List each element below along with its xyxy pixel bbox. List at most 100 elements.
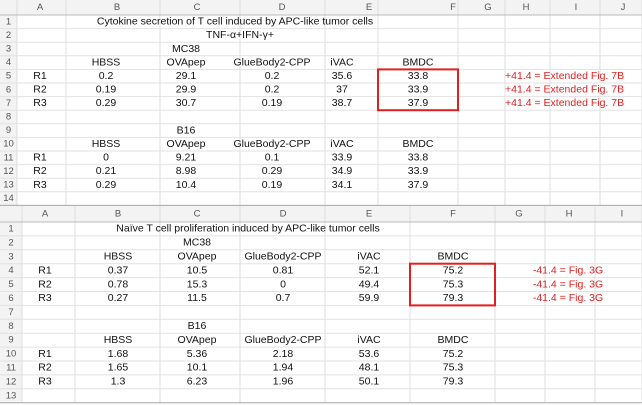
- cell-text[interactable]: 9.21: [176, 152, 197, 164]
- column-header[interactable]: G: [515, 209, 522, 220]
- cell-text[interactable]: 0.27: [108, 292, 129, 304]
- cell-text[interactable]: 1.65: [108, 362, 129, 374]
- cell-text[interactable]: 1.68: [108, 348, 129, 360]
- cell-text[interactable]: HBSS: [104, 251, 133, 263]
- cell-text[interactable]: R3: [38, 376, 52, 388]
- cell-text[interactable]: R3: [38, 292, 52, 304]
- cell-text[interactable]: 59.9: [359, 292, 380, 304]
- cell-text[interactable]: R2: [33, 165, 47, 177]
- cell-text[interactable]: 11.5: [187, 292, 207, 304]
- row-header[interactable]: 7: [6, 98, 11, 109]
- cell-text[interactable]: BMDC: [438, 251, 469, 263]
- row-header[interactable]: 1: [6, 16, 11, 27]
- cell-text[interactable]: 0.29: [96, 179, 117, 191]
- row-header[interactable]: 3: [8, 251, 13, 262]
- cell-text[interactable]: 15.3: [187, 278, 208, 290]
- row-header[interactable]: 1: [8, 223, 13, 234]
- cell-text[interactable]: B16: [188, 320, 207, 332]
- column-header[interactable]: E: [366, 2, 372, 13]
- cell-text[interactable]: 29.1: [176, 70, 197, 82]
- row-header[interactable]: 2: [6, 30, 11, 41]
- cell-text[interactable]: R1: [38, 348, 52, 360]
- cell-text[interactable]: 33.9: [408, 165, 429, 177]
- column-header[interactable]: D: [280, 209, 287, 220]
- row-header[interactable]: 4: [6, 57, 11, 68]
- row-header[interactable]: 12: [6, 376, 17, 387]
- cell-text[interactable]: 50.1: [359, 376, 380, 388]
- cell-text[interactable]: 1.96: [273, 376, 294, 388]
- cell-text[interactable]: 0.1: [265, 152, 280, 164]
- column-header[interactable]: F: [450, 209, 456, 220]
- cell-text[interactable]: Naïve T cell proliferation induced by AP…: [116, 223, 379, 235]
- cell-text[interactable]: 0.78: [108, 278, 129, 290]
- cell-text[interactable]: B16: [177, 124, 196, 136]
- cell-text[interactable]: 34.9: [332, 165, 353, 177]
- row-header[interactable]: 5: [6, 71, 11, 82]
- cell-text[interactable]: 0.19: [262, 97, 283, 109]
- cell-text[interactable]: R1: [38, 264, 52, 276]
- cell-text[interactable]: 0.81: [273, 264, 294, 276]
- cell-text[interactable]: 0.7: [276, 292, 291, 304]
- cell-text[interactable]: GlueBody2-CPP: [233, 56, 310, 68]
- cell-text[interactable]: MC38: [172, 43, 200, 55]
- cell-text[interactable]: 0.37: [108, 264, 129, 276]
- row-header[interactable]: 8: [6, 112, 11, 123]
- cell-text[interactable]: 75.3: [443, 278, 464, 290]
- cell-text[interactable]: 29.9: [176, 84, 197, 96]
- annotation[interactable]: -41.4 = Fig. 3G: [533, 278, 603, 290]
- cell-text[interactable]: 10.4: [176, 179, 197, 191]
- cell-text[interactable]: 0.2: [265, 84, 280, 96]
- cell-text[interactable]: 48.1: [359, 362, 380, 374]
- row-header[interactable]: 7: [8, 307, 13, 318]
- cell-text[interactable]: 8.98: [176, 165, 197, 177]
- row-header[interactable]: 11: [4, 152, 14, 163]
- cell-text[interactable]: 0.29: [262, 165, 283, 177]
- cell-text[interactable]: R3: [33, 97, 47, 109]
- cell-text[interactable]: HBSS: [104, 334, 133, 346]
- cell-text[interactable]: R2: [38, 278, 52, 290]
- row-header[interactable]: 6: [8, 293, 13, 304]
- cell-text[interactable]: 34.1: [332, 179, 353, 191]
- cell-text[interactable]: OVApep: [178, 334, 217, 346]
- cell-text[interactable]: 0.19: [96, 84, 117, 96]
- row-header[interactable]: 9: [6, 125, 11, 136]
- column-header[interactable]: G: [484, 2, 491, 13]
- cell-text[interactable]: 79.3: [443, 376, 464, 388]
- cell-text[interactable]: 0: [103, 152, 109, 164]
- cell-text[interactable]: GlueBody2-CPP: [244, 334, 321, 346]
- cell-text[interactable]: 79.3: [443, 292, 464, 304]
- cell-text[interactable]: Cytokine secretion of T cell induced by …: [97, 16, 373, 28]
- row-header[interactable]: 6: [6, 84, 11, 95]
- annotation[interactable]: +41.4 = Extended Fig. 7B: [505, 70, 624, 82]
- cell-text[interactable]: 33.9: [332, 152, 353, 164]
- cell-text[interactable]: 75.2: [443, 264, 464, 276]
- row-header[interactable]: 10: [6, 349, 17, 360]
- row-header[interactable]: 2: [8, 237, 13, 248]
- cell-text[interactable]: 5.36: [187, 348, 208, 360]
- cell-text[interactable]: 0.19: [262, 179, 283, 191]
- column-header[interactable]: C: [194, 209, 201, 220]
- annotation[interactable]: +41.4 = Extended Fig. 7B: [505, 97, 624, 109]
- cell-text[interactable]: HBSS: [92, 138, 121, 150]
- row-header[interactable]: 10: [3, 139, 14, 150]
- cell-text[interactable]: iVAC: [357, 334, 381, 346]
- row-header[interactable]: 11: [6, 362, 16, 373]
- cell-text[interactable]: 37: [336, 84, 348, 96]
- cell-text[interactable]: 33.8: [408, 70, 429, 82]
- cell-text[interactable]: 37.9: [408, 179, 429, 191]
- cell-text[interactable]: R2: [38, 362, 52, 374]
- cell-text[interactable]: BMDC: [403, 56, 434, 68]
- cell-text[interactable]: 0.2: [265, 70, 280, 82]
- column-header[interactable]: B: [114, 2, 120, 13]
- column-header[interactable]: B: [115, 209, 121, 220]
- column-header[interactable]: C: [194, 2, 201, 13]
- cell-text[interactable]: 75.3: [443, 362, 464, 374]
- cell-text[interactable]: R1: [33, 70, 47, 82]
- cell-text[interactable]: 10.1: [187, 362, 208, 374]
- cell-text[interactable]: R1: [33, 152, 47, 164]
- cell-text[interactable]: 49.4: [359, 278, 380, 290]
- annotation[interactable]: -41.4 = Fig. 3G: [533, 292, 603, 304]
- row-header[interactable]: 14: [3, 193, 14, 204]
- cell-text[interactable]: iVAC: [357, 251, 381, 263]
- row-header[interactable]: 3: [6, 44, 11, 55]
